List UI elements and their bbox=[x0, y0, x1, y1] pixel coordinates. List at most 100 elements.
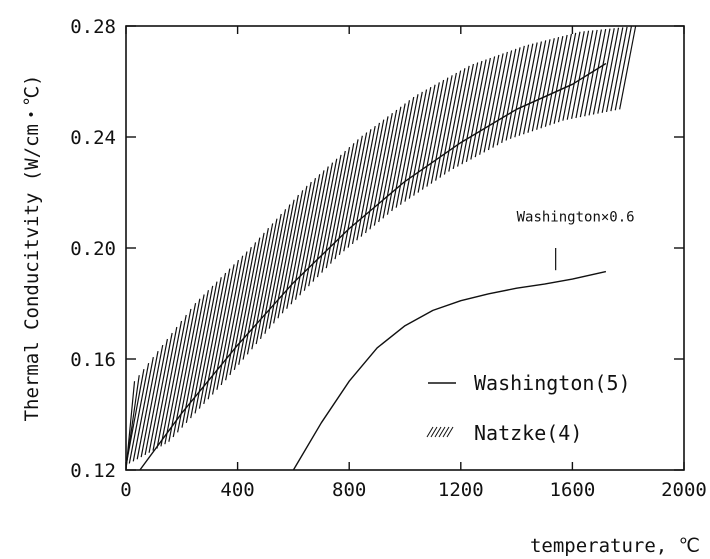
hatch-stroke bbox=[140, 344, 164, 458]
hatch-stroke bbox=[417, 82, 440, 193]
hatch-stroke bbox=[584, 29, 602, 117]
hatch-stroke bbox=[351, 125, 376, 245]
hatch-stroke bbox=[259, 209, 287, 340]
x-tick-label: 0 bbox=[120, 479, 131, 501]
hatch-stroke bbox=[207, 264, 235, 400]
hatch-stroke bbox=[421, 79, 445, 190]
hatch-stroke bbox=[522, 41, 543, 135]
hatch-stroke bbox=[160, 314, 187, 447]
hatch-stroke bbox=[356, 122, 381, 241]
hatch-stroke bbox=[216, 255, 244, 390]
hatch-stroke bbox=[273, 194, 299, 324]
hatch-stroke bbox=[198, 272, 227, 409]
hatch-stroke bbox=[360, 119, 385, 237]
hatch-stroke bbox=[164, 308, 192, 445]
hatch-stroke bbox=[277, 190, 304, 319]
hatch-stroke bbox=[404, 89, 428, 202]
hatch-stroke bbox=[549, 34, 568, 126]
hatch-stroke bbox=[571, 30, 590, 119]
hatch-stroke bbox=[443, 68, 466, 175]
hatch-stroke bbox=[527, 40, 547, 133]
hatch-stroke bbox=[496, 48, 517, 146]
hatch-stroke bbox=[509, 44, 530, 139]
hatch-stroke bbox=[386, 100, 411, 215]
hatch-stroke bbox=[566, 31, 585, 120]
hatch-stroke bbox=[255, 213, 282, 345]
hatch-stroke bbox=[391, 96, 415, 212]
y-tick-label: 0.24 bbox=[70, 127, 116, 149]
hatch-stroke bbox=[597, 28, 615, 114]
hatch-stroke bbox=[553, 33, 572, 124]
hatch-stroke bbox=[601, 27, 620, 113]
hatch-stroke bbox=[544, 35, 564, 127]
hatch-stroke bbox=[492, 50, 513, 148]
x-axis-label: temperature, ℃ bbox=[530, 535, 700, 557]
hatch-stroke bbox=[514, 43, 534, 138]
hatch-stroke bbox=[203, 268, 231, 405]
hatch-stroke bbox=[242, 228, 269, 360]
hatch-stroke bbox=[439, 70, 462, 178]
legend-label-natzke: Natzke(4) bbox=[474, 421, 582, 445]
hatch-stroke bbox=[378, 106, 402, 223]
hatch-stroke bbox=[487, 51, 508, 151]
hatch-stroke bbox=[286, 181, 312, 309]
hatch-stroke bbox=[343, 132, 368, 252]
hatch-stroke bbox=[408, 87, 432, 199]
hatch-stroke bbox=[308, 162, 334, 287]
hatch-stroke bbox=[148, 332, 173, 453]
hatch-stroke bbox=[373, 109, 398, 226]
hatch-stroke bbox=[211, 259, 239, 395]
hatch-stroke bbox=[557, 32, 577, 123]
hatch-stroke bbox=[251, 218, 278, 350]
hatch-stroke bbox=[452, 63, 474, 170]
hatch-stroke bbox=[479, 54, 500, 155]
hatch-stroke bbox=[483, 53, 504, 153]
annotations: Washington×0.6 bbox=[517, 209, 635, 271]
series-lines bbox=[139, 62, 607, 471]
hatch-stroke bbox=[382, 103, 406, 219]
hatch-stroke bbox=[281, 185, 308, 314]
hatch-stroke bbox=[457, 62, 479, 167]
annotation-label: Washington×0.6 bbox=[517, 209, 635, 225]
hatch-stroke bbox=[152, 326, 178, 451]
hatch-stroke bbox=[185, 285, 214, 423]
hatch-stroke bbox=[172, 298, 201, 438]
hatch-stroke bbox=[605, 27, 624, 113]
hatch-stroke bbox=[413, 84, 436, 196]
hatch-stroke bbox=[365, 116, 389, 234]
hatch-stroke bbox=[233, 237, 261, 370]
y-tick-label: 0.12 bbox=[70, 460, 116, 482]
hatch-stroke bbox=[177, 294, 205, 433]
hatch-stroke bbox=[562, 31, 581, 121]
hatch-stroke bbox=[465, 59, 487, 162]
hatch-stroke bbox=[369, 113, 393, 230]
y-tick-label: 0.20 bbox=[70, 238, 116, 260]
hatch-stroke bbox=[220, 251, 248, 386]
plot-area-frame bbox=[125, 25, 685, 471]
hatch-stroke bbox=[330, 143, 355, 264]
hatch-stroke bbox=[225, 246, 252, 381]
hatch-stroke bbox=[430, 75, 453, 184]
hatch-stroke bbox=[588, 28, 607, 116]
axis-tick-labels: 0 400 800 1200 1600 2000 0.12 0.16 0.20 0.24 0.28 bbox=[70, 16, 707, 501]
x-tick-label: 1200 bbox=[438, 479, 484, 501]
hatch-stroke bbox=[610, 26, 628, 112]
legend-label-washington: Washington(5) bbox=[474, 371, 631, 395]
hatch-stroke bbox=[144, 338, 169, 456]
natzke-hatch-band bbox=[125, 25, 637, 471]
hatch-stroke bbox=[294, 174, 321, 300]
legend: Washington(5) Natzke(4) bbox=[426, 371, 631, 445]
washington-line bbox=[139, 62, 607, 471]
hatch-stroke bbox=[136, 350, 159, 460]
hatch-stroke bbox=[181, 290, 209, 428]
hatch-stroke bbox=[290, 177, 317, 305]
hatch-stroke bbox=[238, 232, 265, 365]
hatch-stroke bbox=[156, 320, 183, 449]
hatch-stroke bbox=[619, 25, 637, 110]
hatch-stroke bbox=[536, 38, 555, 130]
hatch-stroke bbox=[399, 91, 423, 205]
legend-hatch-swatch bbox=[426, 426, 454, 438]
hatch-stroke bbox=[461, 60, 483, 165]
hatch-stroke bbox=[575, 30, 594, 119]
